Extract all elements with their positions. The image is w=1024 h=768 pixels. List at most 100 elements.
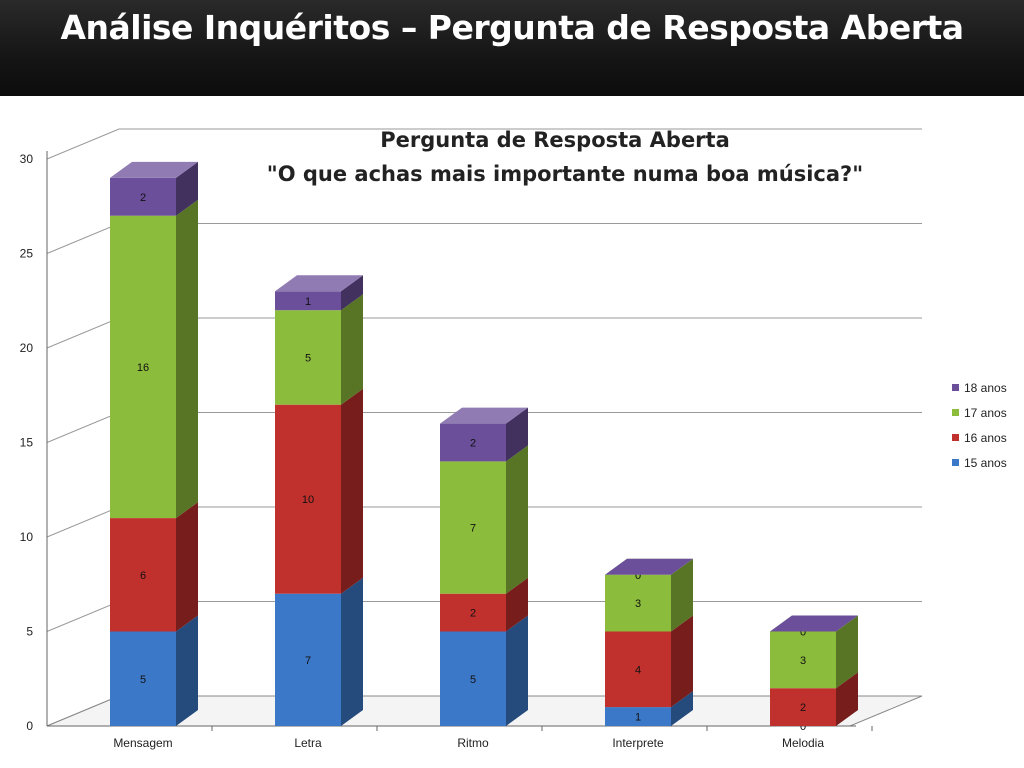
- bar-front: [605, 631, 671, 708]
- bar-front: [770, 688, 836, 726]
- data-label: 7: [305, 655, 311, 667]
- bar-segment: 0: [635, 570, 641, 582]
- data-label: 3: [800, 655, 806, 667]
- data-label: 5: [470, 674, 476, 686]
- bar-side: [341, 275, 363, 311]
- data-label: 4: [635, 664, 641, 676]
- legend-label: 17 anos: [964, 406, 1007, 420]
- data-label: 1: [635, 712, 641, 724]
- legend-label: 18 anos: [964, 381, 1007, 395]
- bar-side: [671, 615, 693, 708]
- bar-segment: 16: [110, 199, 198, 519]
- y-tick-label: 0: [26, 719, 33, 733]
- bar-side: [341, 294, 363, 405]
- data-label: 2: [470, 608, 476, 620]
- data-label: 2: [800, 702, 806, 714]
- legend-swatch: [952, 409, 959, 416]
- bar-segment: 5: [440, 615, 528, 726]
- bar-segment: 2: [770, 672, 858, 726]
- bar-front: [770, 631, 836, 689]
- bar-segment: 5: [110, 615, 198, 726]
- data-label: 2: [140, 192, 146, 204]
- bar-segment: 2: [440, 407, 528, 462]
- bar-front: [275, 593, 341, 726]
- bar-front: [605, 574, 671, 632]
- bar-segment: 0: [800, 721, 806, 733]
- y-tick-label: 15: [20, 436, 34, 450]
- bar-front: [440, 461, 506, 594]
- data-label: 1: [305, 296, 311, 308]
- bar-front: [110, 177, 176, 216]
- y-tick-label: 25: [20, 247, 34, 261]
- bar-front: [275, 310, 341, 405]
- chart-title: Pergunta de Resposta Aberta: [380, 128, 730, 152]
- bar-side: [176, 161, 198, 216]
- legend: 18 anos 17 anos 16 anos 15 anos: [952, 381, 1007, 470]
- bar-segment: 1: [275, 275, 363, 311]
- bar-side: [506, 445, 528, 594]
- bar-segment: 7: [440, 445, 528, 594]
- bar-segment: 7: [275, 577, 363, 726]
- bar-segment: 6: [110, 502, 198, 632]
- bar-side: [671, 558, 693, 632]
- bar-top-empty: [770, 615, 858, 632]
- bar-front: [110, 215, 176, 519]
- bar-side: [671, 691, 693, 726]
- slide-title: Análise Inquéritos – Pergunta de Respost…: [60, 8, 964, 47]
- y-tick-label: 5: [26, 625, 33, 639]
- bar-front: [110, 518, 176, 632]
- bar-front: [440, 593, 506, 632]
- bar-front: [110, 631, 176, 726]
- bar-side: [836, 672, 858, 726]
- data-label: 6: [140, 570, 146, 582]
- x-tick-label: Letra: [294, 736, 322, 750]
- bar-side: [176, 615, 198, 726]
- bar-front: [605, 707, 671, 726]
- bar-top: [440, 407, 528, 424]
- y-tick-label: 10: [20, 530, 34, 544]
- bar-front: [275, 404, 341, 594]
- bar-top: [275, 275, 363, 292]
- chart-subtitle: "O que achas mais importante numa boa mú…: [267, 162, 863, 186]
- bar-segment: 10: [275, 388, 363, 594]
- legend-label: 15 anos: [964, 456, 1007, 470]
- slide-header: Análise Inquéritos – Pergunta de Respost…: [0, 0, 1024, 96]
- legend-label: 16 anos: [964, 431, 1007, 445]
- data-label: 0: [800, 627, 806, 639]
- legend-swatch: [952, 434, 959, 441]
- bar-side: [506, 407, 528, 462]
- bar-side: [836, 615, 858, 689]
- bar-front: [275, 291, 341, 311]
- chart-area: 0 5 10 15 20 25 30 Mensagem Letra Ritmo Interprete…: [0, 96, 1024, 768]
- data-label: 2: [470, 438, 476, 450]
- y-tick-label: 30: [20, 152, 34, 166]
- bar-side: [506, 577, 528, 632]
- bar-top: [110, 161, 198, 178]
- data-label: 16: [137, 362, 149, 374]
- bar-top-empty: [605, 558, 693, 575]
- bar-layer: 5 6 16 2 7 10 5 1 5 2 7 2 1 4 3 0 0 2 3 0: [110, 161, 858, 733]
- bar-segment: 0: [800, 627, 806, 639]
- data-label: 5: [305, 352, 311, 364]
- gridline: [46, 128, 922, 160]
- legend-swatch: [952, 384, 959, 391]
- data-label: 0: [635, 570, 641, 582]
- bar-side: [341, 388, 363, 594]
- y-tick-label: 20: [20, 341, 34, 355]
- bar-front: [440, 631, 506, 726]
- data-label: 10: [302, 494, 314, 506]
- bar-segment: 2: [110, 161, 198, 216]
- bar-side: [341, 577, 363, 726]
- bar-segment: 1: [605, 691, 693, 726]
- bar-front: [440, 423, 506, 462]
- bar-side: [176, 502, 198, 632]
- bar-side: [506, 615, 528, 726]
- data-label: 5: [140, 674, 146, 686]
- bar-segment: 4: [605, 615, 693, 708]
- legend-swatch: [952, 459, 959, 466]
- bar-segment: 5: [275, 294, 363, 405]
- bar-segment: 2: [440, 577, 528, 632]
- x-tick-label: Melodia: [782, 736, 824, 750]
- data-label: 0: [800, 721, 806, 733]
